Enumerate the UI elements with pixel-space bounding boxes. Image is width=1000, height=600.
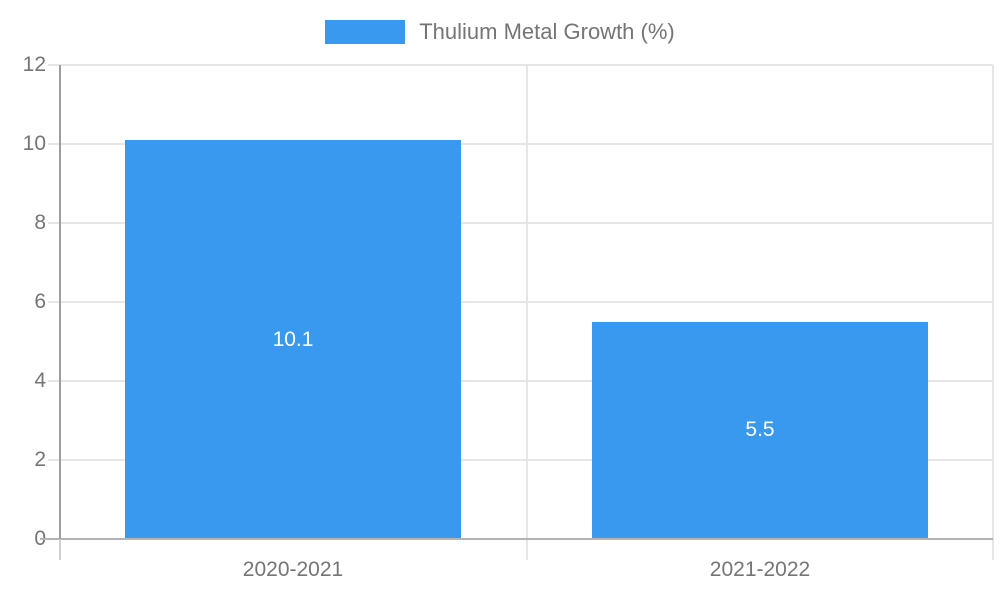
gridline-horizontal [48,301,993,303]
gridline-vertical [992,65,994,560]
y-axis-line [59,65,61,539]
x-axis-baseline [40,538,993,540]
gridline-vertical [525,65,528,560]
gridline-horizontal [48,380,993,382]
y-tick-label: 12 [22,53,46,76]
bar-value-label: 5.5 [745,418,775,441]
gridline-horizontal [48,143,993,145]
bar [125,140,461,539]
bar [592,322,928,539]
x-tick-label: 2021-2022 [709,558,811,581]
y-tick-label: 4 [34,369,46,392]
x-tick-label: 2020-2021 [242,558,344,581]
legend-swatch [325,20,406,44]
legend-label: Thulium Metal Growth (%) [419,19,675,44]
gridline-horizontal [48,222,993,224]
legend: Thulium Metal Growth (%) [0,19,1000,45]
gridline-horizontal [48,64,993,66]
y-tick-label: 2 [34,448,46,471]
gridline-horizontal [48,459,993,461]
y-tick-label: 6 [34,290,46,313]
y-tick-label: 10 [22,132,46,155]
y-axis-tick-below [59,539,61,560]
bar-value-label: 10.1 [272,328,314,351]
y-tick-label: 8 [34,211,46,234]
